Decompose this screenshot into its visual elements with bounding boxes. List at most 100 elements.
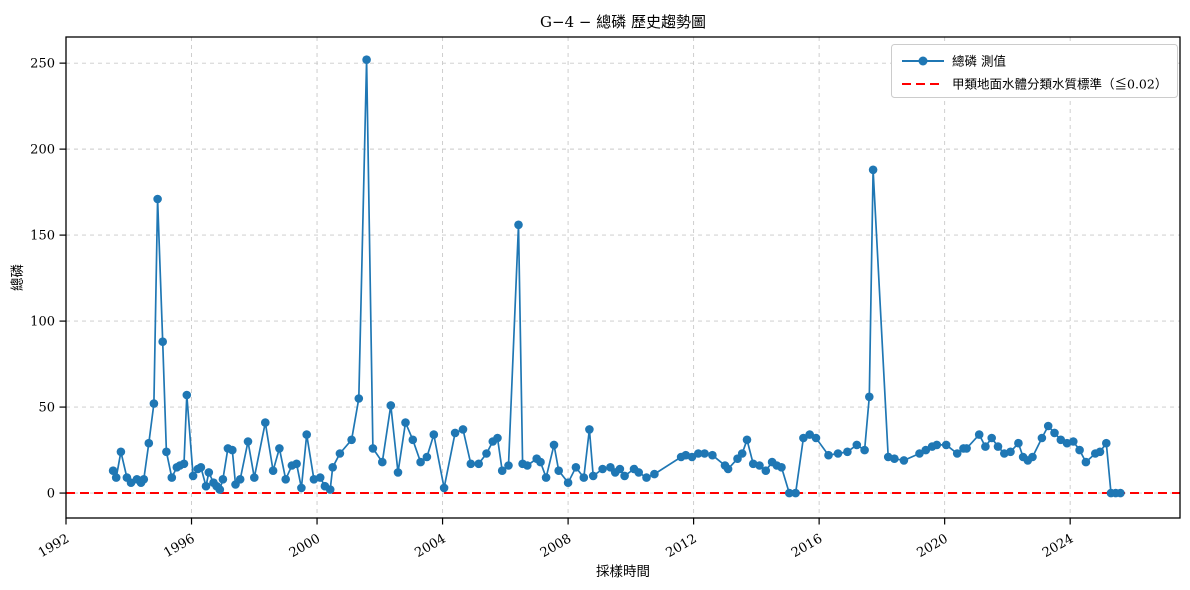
- data-point: [921, 445, 931, 455]
- y-tick-label-250: 250: [30, 57, 55, 72]
- data-point: [386, 401, 396, 410]
- data-point: [1069, 437, 1078, 446]
- data-point: [325, 485, 335, 494]
- data-point: [218, 475, 228, 484]
- axis-layer: 1992 1996 2000 2004 2008 2012 2016 2020 2024 0 50 1…: [30, 36, 1181, 561]
- data-point: [890, 454, 899, 464]
- data-point: [261, 418, 270, 427]
- data-point: [694, 449, 703, 458]
- data-point: [429, 430, 439, 439]
- data-point: [297, 483, 306, 493]
- data-point: [634, 468, 643, 477]
- data-point: [292, 459, 301, 469]
- data-point: [993, 442, 1003, 451]
- data-point: [952, 449, 962, 458]
- data-point: [281, 475, 291, 484]
- data-point: [1102, 438, 1111, 448]
- data-point: [549, 440, 559, 450]
- data-point: [536, 457, 545, 467]
- data-point: [302, 430, 312, 439]
- data-point: [482, 449, 491, 458]
- y-tick-label-50: 50: [38, 401, 55, 416]
- data-point: [865, 392, 874, 402]
- data-point: [723, 464, 733, 474]
- plot-border: [65, 36, 1181, 519]
- data-point: [1014, 438, 1023, 448]
- data-point: [179, 459, 189, 469]
- data-point: [158, 337, 167, 347]
- data-point: [843, 447, 852, 457]
- x-tick-label-2008: 2008: [538, 531, 574, 561]
- y-axis-label: 總磷: [9, 264, 26, 291]
- data-point: [1006, 447, 1015, 457]
- data-point: [785, 488, 794, 498]
- data-point: [450, 428, 460, 438]
- x-tick-label-1992: 1992: [36, 531, 72, 561]
- data-point: [811, 433, 821, 443]
- series-line: [112, 59, 1121, 494]
- y-tick-label-0: 0: [47, 487, 55, 502]
- legend-series-marker-icon: [918, 56, 928, 66]
- data-point: [615, 464, 625, 474]
- data-point: [737, 449, 747, 458]
- x-tick-label-2020: 2020: [914, 531, 950, 561]
- data-point: [974, 430, 984, 439]
- data-point: [541, 473, 551, 482]
- data-point: [1075, 445, 1084, 455]
- legend-box: [891, 44, 1178, 98]
- data-point: [268, 466, 278, 476]
- data-point: [642, 473, 651, 482]
- data-point: [799, 433, 808, 443]
- data-point: [899, 456, 909, 465]
- data-point: [497, 466, 507, 476]
- legend-threshold-label: 甲類地面水體分類水質標準（≦0.02）: [952, 77, 1167, 92]
- data-point: [833, 449, 843, 458]
- data-point: [962, 444, 971, 453]
- data-point: [755, 461, 764, 470]
- data-point: [328, 463, 338, 472]
- data-point: [458, 425, 468, 434]
- data-point: [250, 473, 259, 482]
- data-point: [204, 468, 214, 477]
- data-point: [700, 449, 709, 458]
- x-tick-label-2016: 2016: [789, 531, 825, 561]
- data-point: [116, 447, 126, 457]
- data-point: [235, 475, 245, 484]
- data-point: [188, 471, 198, 481]
- data-point: [824, 450, 833, 460]
- data-point: [368, 444, 378, 453]
- data-point: [504, 461, 513, 470]
- chart-title: G−4 − 總磷 歷史趨勢圖: [540, 13, 706, 31]
- data-point: [805, 430, 814, 439]
- data-point: [742, 435, 752, 445]
- data-point: [201, 481, 211, 491]
- data-point: [868, 165, 878, 175]
- data-point: [108, 466, 118, 476]
- data-point: [598, 464, 607, 474]
- data-point: [523, 461, 532, 470]
- data-point: [687, 452, 697, 462]
- data-point: [335, 449, 345, 458]
- data-point: [228, 445, 237, 455]
- legend-series-label: 總磷 測值: [952, 54, 1006, 69]
- data-point: [393, 468, 403, 477]
- x-tick-label-2004: 2004: [412, 531, 448, 561]
- x-tick-label-2024: 2024: [1040, 531, 1076, 561]
- data-point: [588, 471, 598, 481]
- data-point: [1050, 428, 1059, 438]
- data-point: [987, 433, 996, 443]
- data-point: [1081, 457, 1091, 467]
- data-point: [162, 447, 171, 457]
- data-point: [650, 469, 659, 479]
- data-point: [111, 473, 121, 482]
- data-point: [401, 418, 410, 427]
- data-point: [139, 475, 149, 484]
- data-point: [416, 457, 425, 467]
- data-point: [243, 437, 253, 446]
- data-point: [981, 442, 990, 451]
- data-point: [196, 463, 206, 472]
- y-tick-label-150: 150: [30, 229, 55, 244]
- data-point: [149, 399, 159, 408]
